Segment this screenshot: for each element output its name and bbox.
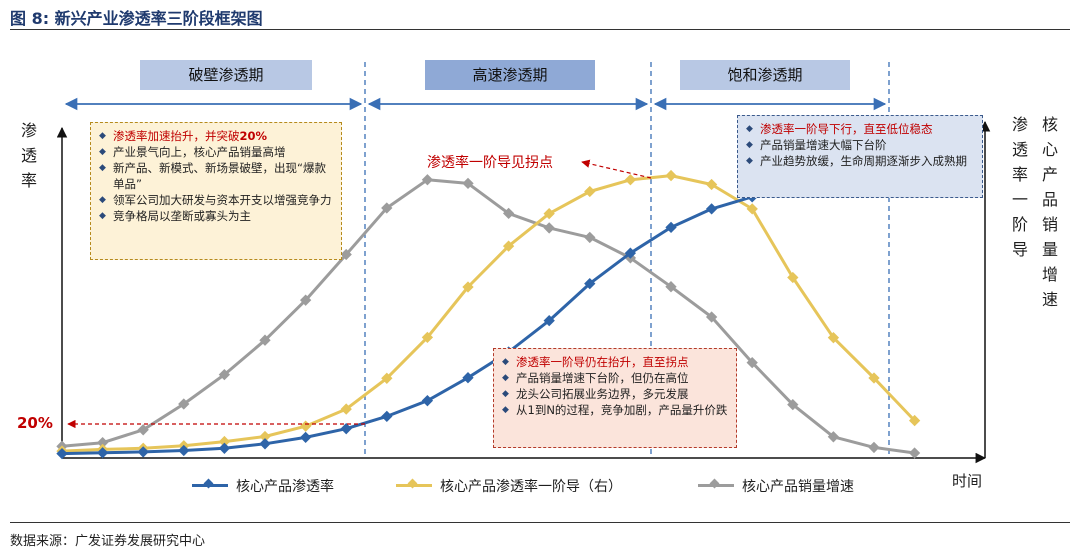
legend-label: 核心产品渗透率一阶导（右） — [440, 479, 622, 495]
data-point — [462, 281, 474, 293]
data-point — [178, 444, 190, 457]
note-text: 渗透率一阶导下行，直至低位稳态 — [760, 122, 933, 136]
data-point — [259, 334, 271, 346]
legend-swatch — [396, 484, 432, 487]
data-point — [218, 435, 231, 448]
y-axis-right-label-derivative: 渗透率一阶导 — [1011, 115, 1028, 259]
note-item: 龙头公司拓展业务边界，多元发展 — [502, 386, 728, 402]
note-item: 产业趋势放缓，生命周期逐渐步入成熟期 — [746, 153, 974, 169]
data-point — [868, 372, 880, 384]
phase-label-breakthrough: 破壁渗透期 — [140, 60, 312, 90]
note-item: 竞争格局以垄断或寡头为主 — [99, 208, 333, 224]
legend-label: 核心产品销量增速 — [742, 479, 854, 495]
note-item: 渗透率一阶导下行，直至低位稳态 — [746, 121, 974, 137]
data-point — [421, 395, 434, 407]
note-text: 产业景气向上，核心产品销量高增 — [113, 145, 286, 159]
source-note: 数据来源：广发证券发展研究中心 — [10, 534, 206, 549]
data-point — [340, 248, 352, 261]
series-line-2 — [61, 178, 915, 455]
data-point — [299, 420, 312, 432]
y-axis-left-label: 渗透率 — [20, 121, 37, 190]
data-point — [218, 442, 231, 454]
note-text: 竞争格局以垄断或寡头为主 — [113, 209, 251, 223]
data-point — [299, 294, 312, 306]
data-point — [421, 174, 434, 186]
legend-swatch — [192, 484, 228, 487]
data-point — [624, 174, 637, 186]
data-point — [381, 410, 393, 423]
data-point — [787, 398, 799, 411]
data-point — [299, 431, 312, 444]
data-point — [827, 332, 840, 344]
data-point — [259, 438, 271, 450]
data-point — [543, 314, 555, 327]
note-text: 龙头公司拓展业务边界，多元发展 — [516, 387, 689, 401]
series-line-1 — [61, 174, 916, 453]
note-phase-breakthrough: 渗透率加速抬升，并突破20% 产业景气向上，核心产品销量高增 新产品、新模式、新… — [90, 122, 342, 260]
chart-axes — [56, 120, 991, 464]
data-point — [584, 185, 596, 198]
data-point — [340, 423, 352, 435]
data-point — [421, 331, 434, 344]
note-text: 渗透率加速抬升，并突破20% — [113, 129, 268, 143]
data-point — [705, 311, 718, 323]
data-point — [827, 431, 840, 443]
inflection-label: 渗透率一阶导见拐点 — [427, 155, 553, 171]
data-point — [705, 203, 718, 215]
data-point — [868, 441, 880, 454]
note-item: 从1到N的过程，竞争加剧，产品量升价跌 — [502, 402, 728, 418]
y-axis-right-label-sales: 核心产品销量增速 — [1041, 115, 1058, 309]
data-point — [381, 372, 393, 384]
data-point — [908, 414, 921, 427]
phase-label-saturation: 饱和渗透期 — [680, 60, 850, 90]
note-phase-rapid: 渗透率一阶导仍在抬升，直至拐点 产品销量增速下台阶，但仍在高位 龙头公司拓展业务… — [493, 348, 737, 448]
data-point — [746, 356, 758, 369]
note-text: 产品销量增速下台阶，但仍在高位 — [516, 371, 689, 385]
data-point — [584, 231, 596, 244]
chart-annotation-arrows — [67, 159, 652, 429]
data-point — [908, 447, 921, 459]
marker-20-percent: 20% — [17, 414, 53, 432]
inflection-arrow — [581, 159, 652, 179]
title-rule — [10, 29, 1070, 30]
data-point — [178, 398, 190, 410]
legend-label: 核心产品渗透率 — [236, 479, 334, 495]
note-text: 新产品、新模式、新场景破壁，出现“爆款单品” — [113, 161, 326, 191]
note-text: 从1到N的过程，竞争加剧，产品量升价跌 — [516, 403, 728, 417]
note-item: 渗透率加速抬升，并突破20% — [99, 128, 333, 144]
figure-title: 图 8: 新兴产业渗透率三阶段框架图 — [10, 9, 263, 28]
data-point — [137, 424, 149, 436]
data-point — [462, 372, 474, 384]
phase-label-rapid: 高速渗透期 — [425, 60, 595, 90]
x-axis-label: 时间 — [952, 472, 983, 490]
legend-swatch — [698, 484, 734, 487]
data-point — [340, 403, 352, 415]
data-point — [259, 430, 271, 443]
data-point — [137, 446, 149, 458]
note-item: 领军公司加大研发与资本开支以增强竞争力 — [99, 192, 333, 208]
data-point — [665, 169, 677, 182]
data-point — [543, 222, 555, 234]
data-point — [218, 368, 231, 381]
data-point — [462, 177, 474, 190]
note-text: 领军公司加大研发与资本开支以增强竞争力 — [113, 193, 332, 207]
note-item: 产品销量增速下台阶，但仍在高位 — [502, 370, 728, 386]
note-phase-saturation: 渗透率一阶导下行，直至低位稳态 产品销量增速大幅下台阶 产业趋势放缓，生命周期逐… — [737, 115, 983, 198]
note-item: 新产品、新模式、新场景破壁，出现“爆款单品” — [99, 160, 333, 192]
source-rule — [10, 522, 1070, 523]
note-item: 产品销量增速大幅下台阶 — [746, 137, 974, 153]
highlight-20: 20% — [239, 129, 268, 143]
note-item: 产业景气向上，核心产品销量高增 — [99, 144, 333, 160]
note-text: 产业趋势放缓，生命周期逐渐步入成熟期 — [760, 154, 967, 168]
note-text: 产品销量增速大幅下台阶 — [760, 138, 887, 152]
note-text: 渗透率一阶导仍在抬升，直至拐点 — [516, 355, 689, 369]
note-item: 渗透率一阶导仍在抬升，直至拐点 — [502, 354, 728, 370]
data-point — [584, 277, 596, 290]
